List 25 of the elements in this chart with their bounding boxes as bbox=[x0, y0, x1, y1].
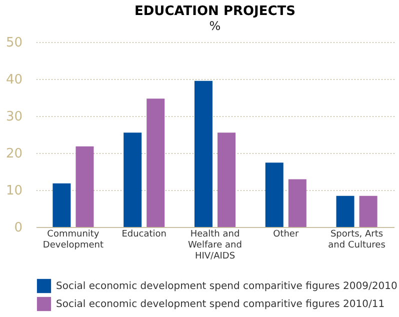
chart-title: EDUCATION PROJECTS bbox=[134, 4, 296, 19]
bar bbox=[265, 162, 284, 227]
y-tick-label: 0 bbox=[14, 220, 22, 236]
x-tick-label: Community Development bbox=[42, 230, 104, 250]
x-tick-label: Sports, Arts and Cultures bbox=[328, 230, 386, 250]
bar bbox=[288, 179, 306, 227]
y-tick-label: 50 bbox=[6, 36, 22, 50]
legend-label: Social economic development spend comparitive figures 2010/11 bbox=[56, 299, 385, 310]
bar bbox=[52, 183, 71, 227]
legend-label: Social economic development spend comparitive figures 2009/2010 bbox=[56, 281, 398, 292]
x-tick-label: Education bbox=[122, 230, 167, 240]
bar bbox=[359, 196, 378, 227]
bar bbox=[218, 132, 236, 227]
x-tick-label: Health and Welfare and HIV/AIDS bbox=[188, 230, 242, 262]
bar bbox=[194, 80, 212, 227]
y-tick-label: 40 bbox=[6, 72, 22, 88]
bar bbox=[336, 196, 354, 227]
chart-subtitle: % bbox=[209, 19, 221, 33]
bar bbox=[124, 132, 142, 227]
x-tick-label: Other bbox=[273, 230, 299, 240]
bar bbox=[146, 98, 165, 227]
y-tick-label: 20 bbox=[6, 146, 22, 162]
y-tick-label: 10 bbox=[6, 184, 22, 198]
bar bbox=[76, 146, 94, 227]
y-tick-label: 30 bbox=[6, 110, 22, 124]
